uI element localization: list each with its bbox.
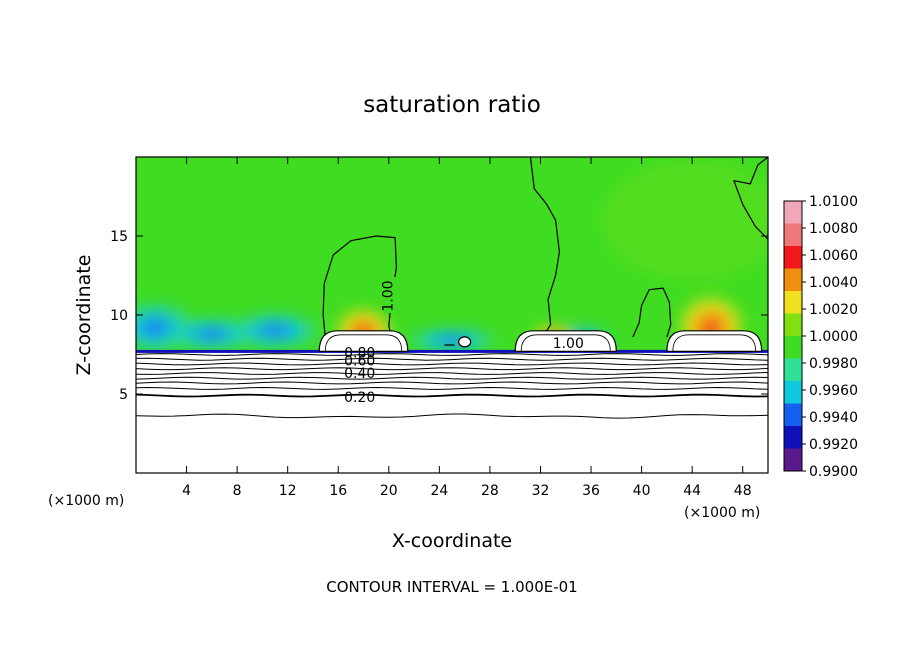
colorbar-segment: [784, 448, 802, 471]
contour-label: 0.60: [344, 354, 375, 370]
contour-line: [136, 357, 768, 361]
colorbar-segment: [784, 403, 802, 426]
x-unit-left: (×1000 m): [48, 493, 124, 509]
contour-labels: 1.00 1.00 0.800.600.40 0.20: [344, 277, 584, 406]
cloud-patches: [318, 330, 763, 352]
colorbar-label: 0.9980: [809, 356, 858, 372]
contour-line: [136, 376, 768, 380]
colorbar-label: 1.0060: [809, 248, 858, 264]
x-axis: 4 8 12 16 20 24 28 32 36 40 44 48: [182, 157, 752, 499]
colorbar-label: 1.0080: [809, 221, 858, 237]
colorbar-label: 0.9920: [809, 437, 858, 453]
y-tick-label: 10: [110, 308, 128, 324]
contour-label: 0.40: [344, 366, 375, 382]
contour-label: 0.80: [344, 346, 375, 362]
contour-line: [136, 413, 768, 419]
cloud-outline: [672, 334, 757, 352]
x-tick-label: 32: [532, 483, 550, 499]
colorbar-segment: [784, 313, 802, 336]
field-tone: [602, 160, 768, 281]
contour-line: [136, 353, 768, 356]
contour-line: [136, 381, 768, 385]
y-tick-label: 5: [119, 387, 128, 403]
colorbar-segment: [784, 381, 802, 404]
cloud-patch-small: [458, 336, 472, 348]
x-tick-label: 20: [380, 483, 398, 499]
cloud-patch: [666, 330, 763, 352]
colorbar: 0.9900 0.9920 0.9940 0.9960 0.9980 1.0000 1.00…: [783, 194, 858, 480]
contour-lines: [136, 157, 768, 419]
colorbar-segment: [784, 201, 802, 224]
contour-line: [136, 393, 768, 398]
contour-interval-note: CONTOUR INTERVAL = 1.000E-01: [326, 578, 577, 596]
colorbar-segment: [784, 336, 802, 359]
y-axis-label: Z-coordinate: [73, 255, 95, 376]
x-tick-label: 44: [683, 483, 701, 499]
surface-region: [136, 352, 768, 473]
x-tick-label: 36: [582, 483, 600, 499]
contour-line: [136, 367, 768, 371]
plot-area: [136, 157, 768, 473]
contour-label: 1.00: [553, 336, 584, 352]
x-axis-label: X-coordinate: [392, 530, 512, 552]
x-tick-label: 8: [233, 483, 242, 499]
surface-boundary: [136, 349, 768, 354]
colorbar-segment: [784, 223, 802, 246]
contour-line-1.00: [529, 157, 560, 338]
x-tick-label: 12: [279, 483, 297, 499]
colorbar-segment: [784, 246, 802, 269]
contour-line: [136, 372, 768, 375]
cloud-outline: [324, 334, 403, 352]
cloud-outline: [520, 334, 611, 352]
colorbar-label: 1.0100: [809, 194, 858, 210]
y-axis: 5 10 15: [110, 229, 768, 403]
contour-line-1.00: [632, 287, 672, 338]
colorbar-label: 0.9900: [809, 464, 858, 480]
cloud-patch: [514, 330, 617, 352]
chart-title: saturation ratio: [363, 92, 541, 118]
cool-region: [224, 310, 326, 352]
colorbar-label: 1.0020: [809, 302, 858, 318]
cloud-patch: [318, 330, 409, 352]
cool-region: [401, 326, 503, 355]
contour-line: [136, 386, 768, 390]
colorbar-segment: [784, 268, 802, 291]
x-tick-label: 48: [734, 483, 752, 499]
y-tick-label: 15: [110, 229, 128, 245]
contour-label: 1.00: [381, 280, 397, 311]
x-tick-label: 16: [329, 483, 347, 499]
colorbar-segment: [784, 426, 802, 449]
colorbar-label: 1.0000: [809, 329, 858, 345]
x-tick-label: 24: [430, 483, 448, 499]
x-tick-label: 4: [182, 483, 191, 499]
colorbar-label: 0.9940: [809, 410, 858, 426]
x-tick-label: 40: [633, 483, 651, 499]
x-tick-label: 28: [481, 483, 499, 499]
colorbar-segment: [784, 358, 802, 381]
contour-line: [136, 362, 768, 366]
contour-line-1.00: [733, 157, 768, 240]
colorbar-label: 1.0040: [809, 275, 858, 291]
colorbar-segment: [784, 291, 802, 314]
contour-label-bg: [383, 277, 398, 314]
x-unit-right: (×1000 m): [684, 505, 760, 521]
contour-label: 0.20: [344, 390, 375, 406]
colorbar-label: 0.9960: [809, 383, 858, 399]
